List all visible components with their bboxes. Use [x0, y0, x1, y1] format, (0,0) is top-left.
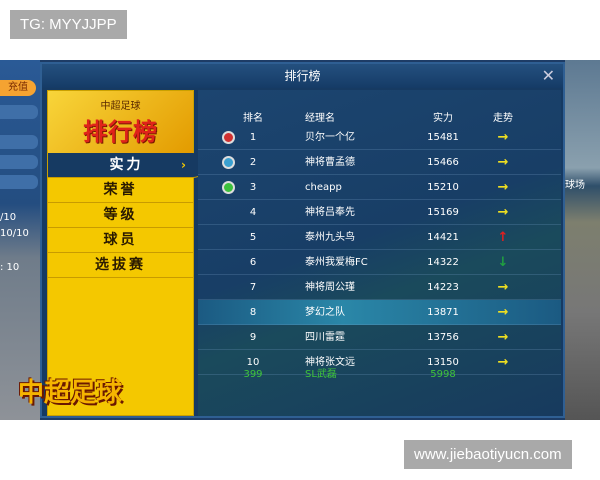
score: 15210 [427, 182, 459, 193]
trend-arrow-icon: → [497, 155, 509, 170]
rank: 399 [243, 369, 263, 380]
side-text: : 10 [0, 262, 20, 273]
table-header: 排名 经理名 实力 走势 [198, 106, 561, 131]
table-row[interactable]: 2 神将曹孟德 15466 → [198, 150, 561, 175]
close-icon[interactable]: ✕ [541, 66, 555, 85]
banner-title: 排行榜 [83, 118, 158, 146]
trend-arrow-icon: → [497, 305, 509, 320]
manager-name: 四川雷霆 [305, 332, 345, 343]
score: 5998 [430, 369, 456, 380]
rank: 6 [249, 257, 257, 268]
stadium-label: 球场 [565, 180, 585, 191]
table-row[interactable]: 7 神将周公瑾 14223 → [198, 275, 561, 300]
side-bar[interactable] [0, 155, 38, 169]
game-screen: 充值 /10 10/10 : 10 球场 排行榜 ✕ 中超足球 排行榜 实力 › … [0, 60, 600, 420]
medal-icon [222, 156, 235, 169]
score: 14421 [427, 232, 459, 243]
header-score: 实力 [433, 113, 453, 124]
recharge-button[interactable]: 充值 [0, 80, 36, 96]
trend-arrow-icon: → [497, 130, 509, 145]
category-panel: 中超足球 排行榜 实力 › 荣誉 等级 球员 选拔赛 中超足球 [18, 90, 205, 416]
table-row[interactable]: 8 梦幻之队 13871 → [198, 300, 561, 325]
rank: 8 [249, 307, 257, 318]
score: 13871 [427, 307, 459, 318]
manager-name: 神将吕奉先 [305, 207, 355, 218]
header-name: 经理名 [305, 113, 335, 124]
menu-selection[interactable]: 选拔赛 [48, 253, 193, 278]
own-rank-row: 399 SL武磊 5998 [198, 362, 561, 387]
chevron-right-icon: › [181, 158, 189, 172]
left-side-panel: 充值 /10 10/10 : 10 [0, 60, 40, 420]
table-row[interactable]: 10 神将张文远 13150 → [198, 350, 561, 375]
ranking-dialog: 排行榜 ✕ 中超足球 排行榜 实力 › 荣誉 等级 球员 选拔赛 中超足球 排名 … [18, 62, 565, 418]
dialog-title: 排行榜 [42, 64, 563, 88]
score: 15169 [427, 207, 459, 218]
rank: 2 [249, 157, 257, 168]
manager-name: SL武磊 [305, 369, 337, 380]
trend-arrow-icon: → [497, 205, 509, 220]
trend-arrow-icon: → [497, 330, 509, 345]
side-bar[interactable] [0, 135, 38, 149]
score: 13756 [427, 332, 459, 343]
watermark-bottom: www.jiebaotiyucn.com [404, 440, 572, 469]
score: 15481 [427, 132, 459, 143]
score: 14223 [427, 282, 459, 293]
rank: 10 [246, 357, 260, 368]
header-rank: 排名 [243, 113, 263, 124]
right-side-scene: 球场 [565, 60, 600, 420]
menu-players[interactable]: 球员 [48, 228, 193, 253]
manager-name: 神将曹孟德 [305, 157, 355, 168]
menu-label: 实力 [109, 157, 144, 173]
game-logo: 中超足球 [18, 378, 123, 408]
ranking-banner: 中超足球 排行榜 [48, 91, 193, 153]
manager-name: cheapp [305, 182, 342, 193]
side-bar[interactable] [0, 105, 38, 119]
table-row[interactable]: 9 四川雷霆 13756 → [198, 325, 561, 350]
trend-arrow-icon: ↑ [497, 230, 509, 245]
trend-arrow-icon: → [497, 355, 509, 370]
menu-strength[interactable]: 实力 › [48, 153, 205, 178]
rank: 4 [249, 207, 257, 218]
manager-name: 梦幻之队 [305, 307, 345, 318]
watermark-top: TG: MYYJJPP [10, 10, 127, 39]
rank: 1 [249, 132, 257, 143]
header-trend: 走势 [493, 113, 513, 124]
manager-name: 贝尔一个亿 [305, 132, 355, 143]
table-row[interactable]: 4 神将吕奉先 15169 → [198, 200, 561, 225]
menu-honor[interactable]: 荣誉 [48, 178, 193, 203]
banner-subtitle: 中超足球 [100, 101, 141, 112]
table-row[interactable]: 5 泰州九头鸟 14421 ↑ [198, 225, 561, 250]
table-row[interactable]: 3 cheapp 15210 → [198, 175, 561, 200]
trend-arrow-icon: ↓ [497, 255, 509, 270]
rank: 9 [249, 332, 257, 343]
medal-icon [222, 131, 235, 144]
table-row[interactable]: 1 贝尔一个亿 15481 → [198, 125, 561, 150]
score: 15466 [427, 157, 459, 168]
table-row[interactable]: 6 泰州我爱梅FC 14322 ↓ [198, 250, 561, 275]
score: 13150 [427, 357, 459, 368]
manager-name: 泰州九头鸟 [305, 232, 355, 243]
medal-icon [222, 181, 235, 194]
side-bar[interactable] [0, 175, 38, 189]
rank: 7 [249, 282, 257, 293]
manager-name: 神将张文远 [305, 357, 355, 368]
trend-arrow-icon: → [497, 180, 509, 195]
ranking-table: 排名 经理名 实力 走势 1 贝尔一个亿 15481 → 2 神将曹孟德 15466 → 3 ch… [198, 90, 561, 416]
manager-name: 泰州我爱梅FC [305, 257, 368, 268]
rank: 3 [249, 182, 257, 193]
side-text: 10/10 [0, 228, 29, 239]
menu-level[interactable]: 等级 [48, 203, 193, 228]
trend-arrow-icon: → [497, 280, 509, 295]
manager-name: 神将周公瑾 [305, 282, 355, 293]
rank: 5 [249, 232, 257, 243]
score: 14322 [427, 257, 459, 268]
side-text: /10 [0, 212, 17, 223]
